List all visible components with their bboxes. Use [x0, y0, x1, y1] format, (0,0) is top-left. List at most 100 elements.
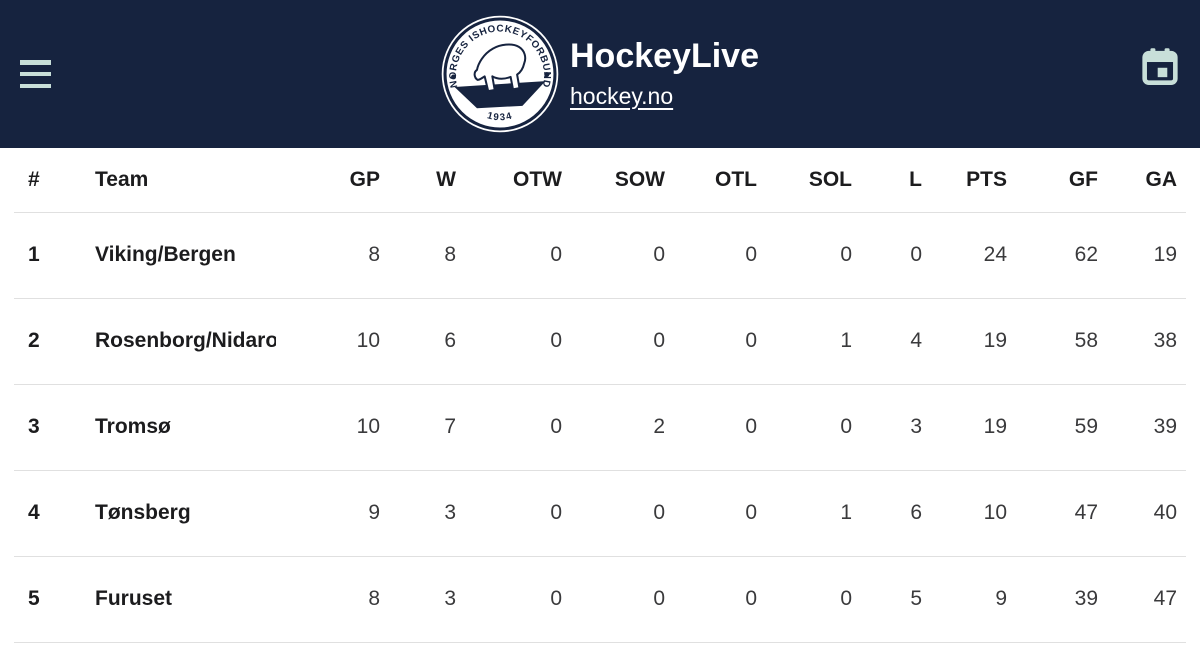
column-header-gp: GP [349, 167, 380, 191]
rank-cell: 1 [28, 243, 40, 266]
column-header-sol: SOL [808, 167, 852, 191]
stat-cell-sow: 0 [653, 501, 665, 524]
stat-cell-otl: 0 [745, 501, 757, 524]
stat-cell-sol: 1 [840, 501, 852, 524]
stat-cell-gp: 8 [368, 587, 380, 610]
stat-cell-otl: 0 [745, 587, 757, 610]
stat-cell-ga: 19 [1153, 243, 1177, 266]
brand-text: HockeyLive hockey.no [570, 37, 759, 109]
federation-logo: NORGES ISHOCKEYFORBUND 1934 [441, 15, 559, 133]
stat-cell-l: 3 [910, 415, 922, 438]
stat-cell-w: 8 [444, 243, 456, 266]
column-header-team: Team [95, 167, 149, 191]
stat-cell-gf: 47 [1074, 501, 1098, 524]
stat-cell-ga: 38 [1153, 329, 1177, 352]
stat-cell-pts: 10 [983, 501, 1007, 524]
calendar-icon [1142, 48, 1178, 86]
stat-cell-gp: 10 [356, 415, 380, 438]
rank-cell: 2 [28, 329, 40, 352]
brand: NORGES ISHOCKEYFORBUND 1934 HockeyLive h… [441, 15, 759, 133]
stat-cell-gp: 8 [368, 243, 380, 266]
app-header: NORGES ISHOCKEYFORBUND 1934 HockeyLive h… [0, 0, 1200, 148]
table-row[interactable]: 5 Furuset 8 3 0 0 0 0 5 9 39 47 [14, 556, 1186, 642]
stat-cell-sow: 0 [653, 329, 665, 352]
table-row[interactable]: 3 Tromsø 10 7 0 2 0 0 3 19 59 39 [14, 384, 1186, 470]
stat-cell-w: 3 [444, 501, 456, 524]
standings-table: # Team GP W OTW SOW OTL SOL L PTS GF GA … [14, 148, 1186, 643]
stat-cell-l: 4 [910, 329, 922, 352]
team-name-cell: Tromsø [95, 415, 171, 438]
table-header-row: # Team GP W OTW SOW OTL SOL L PTS GF GA [14, 148, 1186, 212]
team-name-cell: Viking/Bergen [95, 243, 236, 266]
stat-cell-w: 6 [444, 329, 456, 352]
logo-dot-right [544, 72, 550, 78]
rank-cell: 5 [28, 587, 40, 610]
stat-cell-l: 5 [910, 587, 922, 610]
stat-cell-sow: 0 [653, 587, 665, 610]
stat-cell-gp: 10 [356, 329, 380, 352]
menu-icon-bar [20, 83, 51, 88]
stat-cell-sol: 0 [840, 587, 852, 610]
app-title: HockeyLive [570, 37, 759, 76]
stat-cell-l: 6 [910, 501, 922, 524]
table-row[interactable]: 2 Rosenborg/Nidaros 10 6 0 0 0 1 4 19 58… [14, 298, 1186, 384]
column-header-pts: PTS [966, 167, 1007, 191]
stat-cell-pts: 24 [983, 243, 1007, 266]
stat-cell-ga: 39 [1153, 415, 1177, 438]
stat-cell-gf: 59 [1074, 415, 1098, 438]
stat-cell-ga: 47 [1153, 587, 1177, 610]
stat-cell-otw: 0 [550, 243, 562, 266]
standings-section: # Team GP W OTW SOW OTL SOL L PTS GF GA … [14, 148, 1186, 643]
logo-ice-wedge [454, 81, 546, 109]
stat-cell-sol: 0 [840, 243, 852, 266]
stat-cell-pts: 9 [995, 587, 1007, 610]
stat-cell-sol: 1 [840, 329, 852, 352]
stat-cell-gf: 39 [1074, 587, 1098, 610]
stat-cell-otl: 0 [745, 243, 757, 266]
column-header-sow: SOW [614, 167, 665, 191]
site-link[interactable]: hockey.no [570, 82, 674, 109]
menu-icon-bar [20, 71, 51, 77]
rank-cell: 4 [28, 501, 40, 524]
column-header-gf: GF [1068, 167, 1098, 191]
table-row[interactable]: 4 Tønsberg 9 3 0 0 0 1 6 10 47 40 [14, 470, 1186, 556]
column-header-rank: # [28, 167, 40, 191]
polar-bear-icon [473, 43, 527, 93]
column-header-otl: OTL [715, 167, 757, 191]
stat-cell-sow: 0 [653, 243, 665, 266]
column-header-l: L [909, 167, 922, 191]
logo-year: 1934 [486, 110, 513, 123]
logo-dot-left [451, 74, 456, 80]
stat-cell-w: 3 [444, 587, 456, 610]
column-header-w: W [436, 167, 456, 191]
menu-icon [20, 60, 51, 65]
team-name-cell: Furuset [95, 587, 173, 610]
table-row[interactable]: 1 Viking/Bergen 8 8 0 0 0 0 0 24 62 19 [14, 212, 1186, 298]
stat-cell-gp: 9 [368, 501, 380, 524]
stat-cell-otw: 0 [550, 329, 562, 352]
column-header-otw: OTW [513, 167, 562, 191]
team-name-cell: Rosenborg/Nidaros [95, 329, 276, 352]
stat-cell-sol: 0 [840, 415, 852, 438]
standings-body: 1 Viking/Bergen 8 8 0 0 0 0 0 24 62 19 2… [14, 212, 1186, 642]
stat-cell-otl: 0 [745, 329, 757, 352]
svg-text:1934: 1934 [486, 110, 514, 123]
column-header-ga: GA [1145, 167, 1178, 191]
team-name-cell: Tønsberg [95, 501, 191, 524]
stat-cell-sow: 2 [653, 415, 665, 438]
menu-button[interactable] [20, 60, 52, 88]
stat-cell-otw: 0 [550, 415, 562, 438]
stat-cell-w: 7 [444, 415, 456, 438]
stat-cell-pts: 19 [983, 329, 1007, 352]
stat-cell-gf: 62 [1074, 243, 1098, 266]
stat-cell-pts: 19 [983, 415, 1007, 438]
stat-cell-gf: 58 [1074, 329, 1098, 352]
rank-cell: 3 [28, 415, 40, 438]
calendar-button[interactable] [1136, 44, 1184, 92]
stat-cell-ga: 40 [1153, 501, 1177, 524]
stat-cell-otl: 0 [745, 415, 757, 438]
stat-cell-l: 0 [910, 243, 922, 266]
stat-cell-otw: 0 [550, 501, 562, 524]
stat-cell-otw: 0 [550, 587, 562, 610]
